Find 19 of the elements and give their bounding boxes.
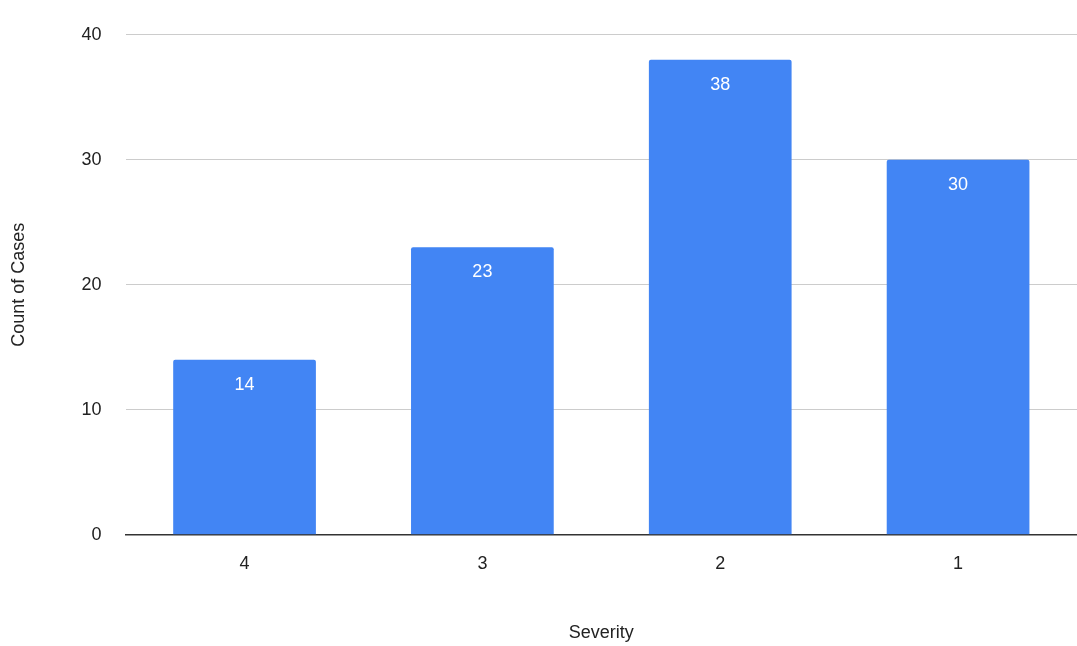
y-axis-title: Count of Cases [7, 222, 28, 347]
bar [411, 247, 554, 535]
y-tick-label: 40 [81, 23, 102, 44]
data-label: 30 [948, 173, 969, 194]
x-axis-title: Severity [568, 622, 634, 643]
y-tick-label: 0 [91, 523, 102, 544]
x-tick-label: 3 [477, 552, 488, 573]
bar [648, 59, 792, 535]
data-label: 38 [710, 73, 731, 94]
y-tick-label: 20 [81, 273, 102, 294]
x-tick-label: 2 [715, 552, 726, 573]
x-tick-label: 4 [239, 552, 250, 573]
data-label: 14 [234, 373, 255, 394]
x-tick-label: 1 [953, 552, 964, 573]
y-tick-label: 30 [81, 148, 102, 169]
bar [886, 159, 1030, 535]
y-tick-label: 10 [81, 398, 102, 419]
bar [173, 359, 316, 535]
data-label: 23 [472, 261, 493, 282]
